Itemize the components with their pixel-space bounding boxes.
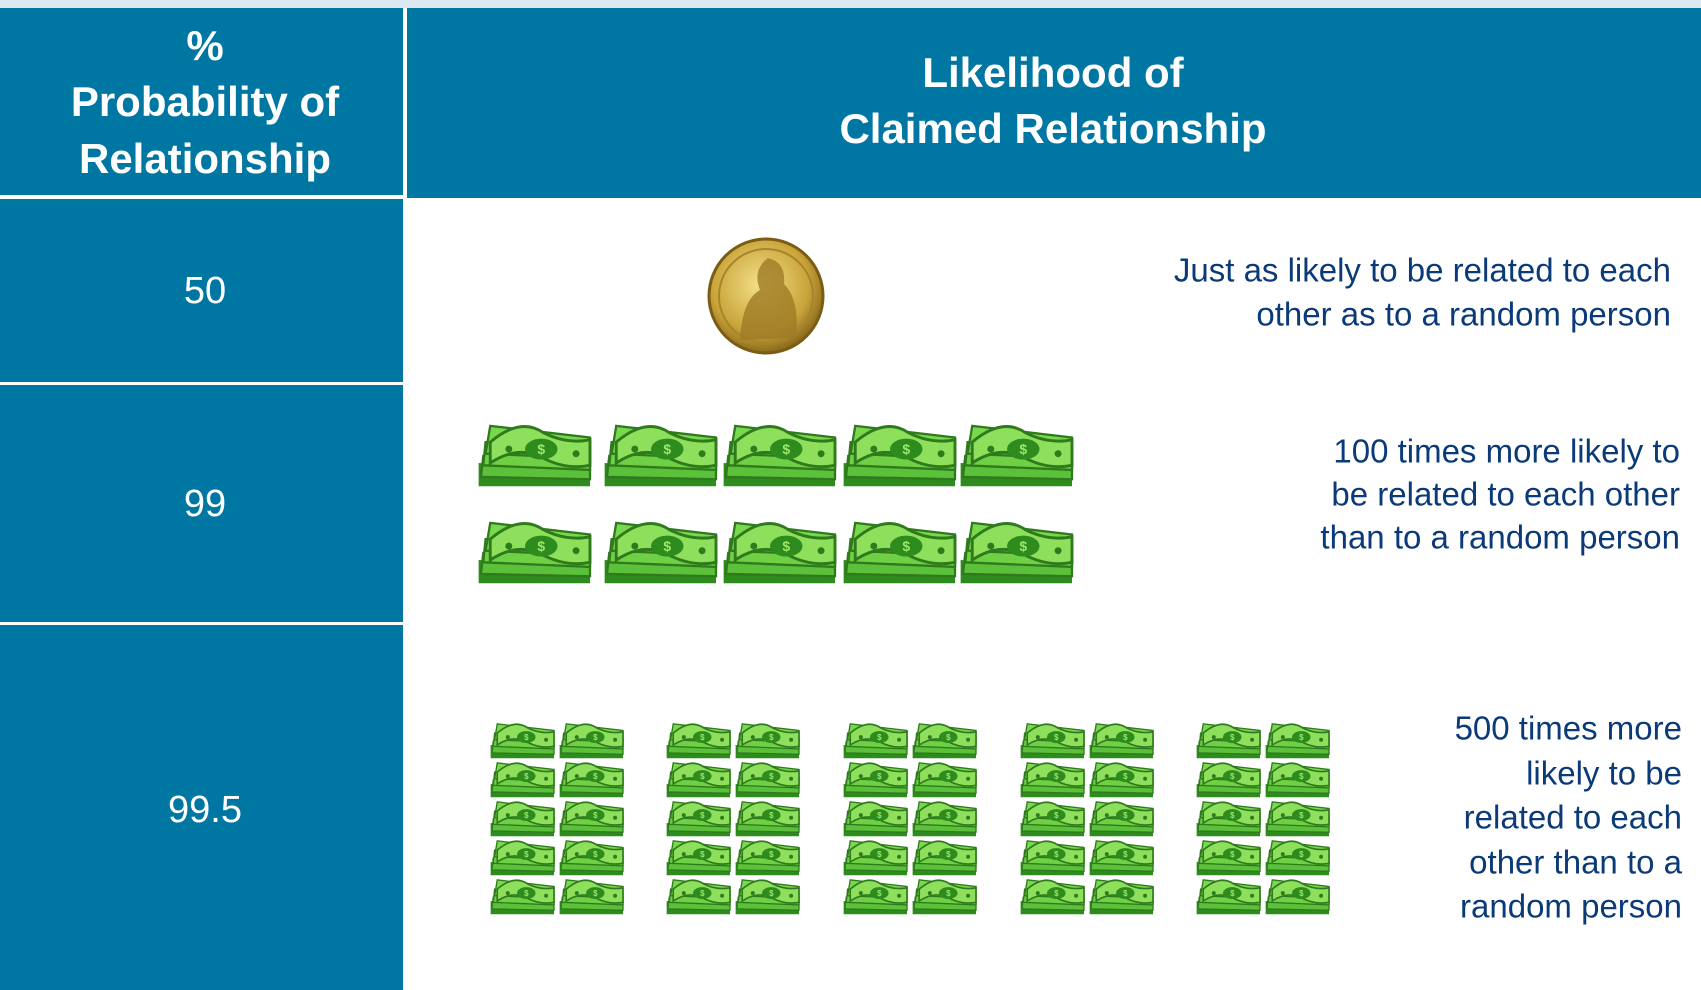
header-right-cell: [407, 8, 1701, 198]
money-icon: [734, 723, 800, 760]
money-icon: [1019, 762, 1085, 799]
row-cell: [0, 199, 403, 382]
description: other as to a random person: [1256, 296, 1671, 333]
coin-icon: [707, 237, 825, 355]
description: other than to a: [1469, 844, 1682, 881]
header-left: Probability of: [71, 78, 340, 125]
money-icon: [1088, 879, 1154, 916]
money-icon: [1264, 801, 1330, 838]
header-left: %: [186, 22, 223, 69]
description: 100 times more likely to: [1333, 433, 1680, 470]
money-icon: [1019, 840, 1085, 877]
probability: 50: [184, 270, 226, 312]
money-icon: [1019, 723, 1085, 760]
money-icon: [911, 723, 977, 760]
money-icon: [558, 723, 624, 760]
money-icon: [722, 424, 837, 488]
description: 500 times more: [1455, 710, 1682, 747]
money-icon: [734, 801, 800, 838]
money-icon: [842, 762, 908, 799]
probability: 99.5: [168, 789, 242, 831]
money-icon: [558, 840, 624, 877]
description: be related to each other: [1331, 476, 1680, 513]
description: than to a random person: [1320, 519, 1680, 556]
money-icon: [734, 879, 800, 916]
money-icon: [911, 801, 977, 838]
header-left: Relationship: [79, 135, 331, 182]
header-right: Likelihood of: [922, 49, 1184, 96]
money-icon: [489, 723, 555, 760]
money-icon: [1264, 723, 1330, 760]
money-icon: [1264, 840, 1330, 877]
probability: 99: [184, 483, 226, 525]
money-icon: [1264, 879, 1330, 916]
money-icon: [665, 840, 731, 877]
money-icon: [1019, 801, 1085, 838]
money-icon: [1195, 840, 1261, 877]
money-icon: [1088, 801, 1154, 838]
money-icon: [558, 879, 624, 916]
description: random person: [1460, 888, 1682, 925]
money-icon: [911, 840, 977, 877]
money-icon: [842, 801, 908, 838]
money-icon: [1195, 723, 1261, 760]
money-icon: [734, 762, 800, 799]
money-icon: [1019, 879, 1085, 916]
top-strip: [0, 0, 1701, 8]
money-icon: [477, 521, 592, 585]
money-icon: [842, 521, 957, 585]
money-icon: [959, 424, 1074, 488]
money-icon: [558, 801, 624, 838]
money-icon: [1088, 762, 1154, 799]
description: Just as likely to be related to each: [1174, 252, 1671, 289]
money-icon: [911, 762, 977, 799]
money-icon: [477, 424, 592, 488]
money-icon: [489, 762, 555, 799]
row-cell: [0, 385, 403, 622]
money-icon: [1264, 762, 1330, 799]
money-icon: [558, 762, 624, 799]
money-icons: [477, 424, 1330, 916]
description: likely to be: [1526, 755, 1682, 792]
money-icon: [489, 840, 555, 877]
money-icon: [842, 879, 908, 916]
money-icon: [489, 801, 555, 838]
money-icon: [959, 521, 1074, 585]
description: related to each: [1464, 799, 1682, 836]
money-icon: [842, 840, 908, 877]
money-icon: [722, 521, 837, 585]
money-icon: [842, 424, 957, 488]
money-icon: [665, 879, 731, 916]
money-icon: [603, 521, 718, 585]
money-icon: [1195, 879, 1261, 916]
money-icon: [842, 723, 908, 760]
money-icon: [911, 879, 977, 916]
money-icon: [665, 801, 731, 838]
money-icon: [1088, 723, 1154, 760]
header-left-cell: [0, 8, 403, 195]
money-icon: [489, 879, 555, 916]
money-icon: [665, 762, 731, 799]
money-icon: [734, 840, 800, 877]
row-cell: [0, 625, 403, 990]
money-icon: [1088, 840, 1154, 877]
money-icon: [665, 723, 731, 760]
money-icon: [1195, 801, 1261, 838]
money-icon: [1195, 762, 1261, 799]
header-right: Claimed Relationship: [839, 105, 1266, 152]
money-icon: [603, 424, 718, 488]
